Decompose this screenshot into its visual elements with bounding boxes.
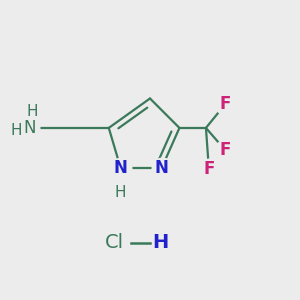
- Point: [223, 148, 227, 152]
- Text: N: N: [23, 119, 35, 137]
- Text: F: F: [203, 160, 214, 178]
- Point: [159, 165, 164, 170]
- Text: H: H: [26, 104, 38, 119]
- Text: F: F: [219, 95, 231, 113]
- Text: H: H: [115, 185, 126, 200]
- Text: H: H: [152, 233, 168, 252]
- Text: Cl: Cl: [105, 233, 124, 252]
- Point: [206, 167, 211, 172]
- Point: [118, 190, 123, 195]
- Text: N: N: [114, 159, 128, 177]
- Text: H: H: [10, 123, 22, 138]
- Point: [223, 102, 227, 107]
- Text: F: F: [219, 141, 231, 159]
- Text: N: N: [155, 159, 169, 177]
- Point: [27, 125, 32, 130]
- Point: [118, 165, 123, 170]
